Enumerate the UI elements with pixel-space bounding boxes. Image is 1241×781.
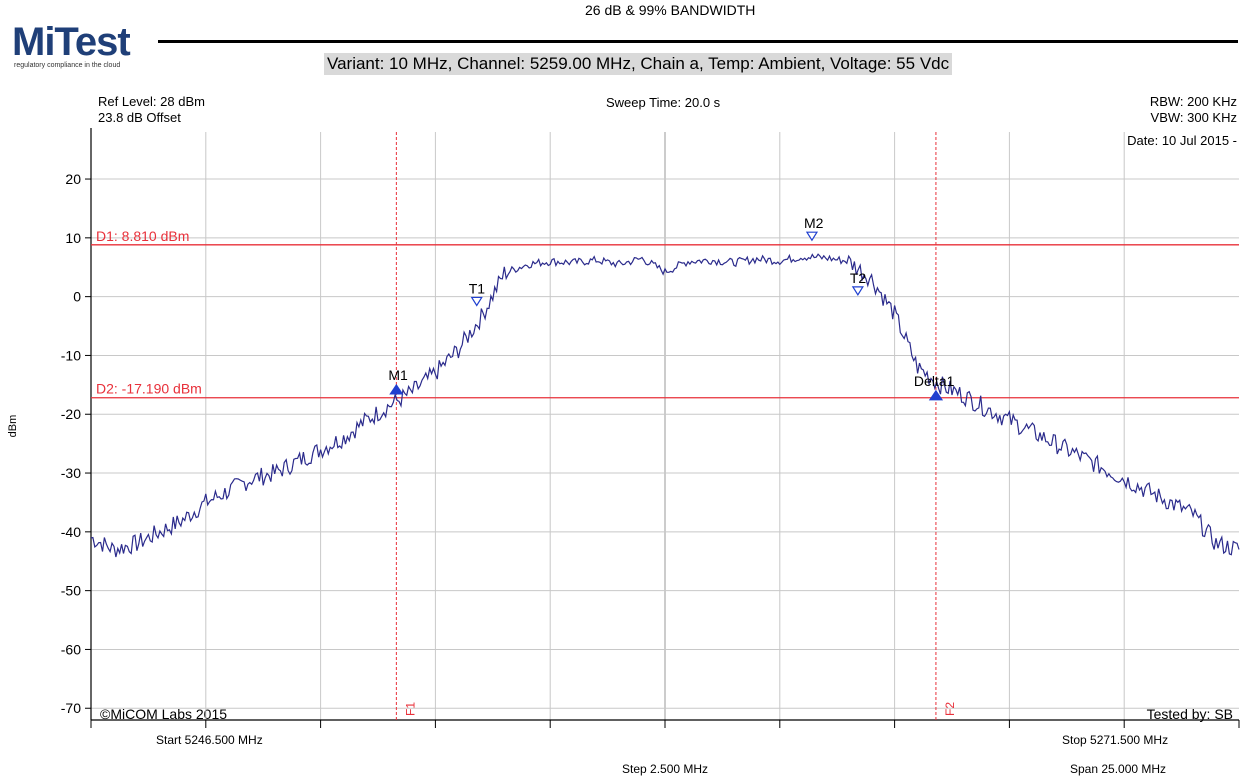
trace	[90, 253, 1240, 558]
freq-line-label: F1	[403, 702, 417, 716]
marker-symbol	[389, 383, 404, 395]
copyright-label: ©MiCOM Labs 2015	[100, 706, 228, 722]
tested-by-label: Tested by: SB	[1146, 706, 1233, 722]
ref-level-label: Ref Level: 28 dBm	[98, 94, 205, 109]
y-tick-label: -10	[61, 347, 81, 363]
marker-label: M2	[804, 215, 824, 231]
offset-label: 23.8 dB Offset	[98, 110, 181, 125]
display-line-label: D1: 8.810 dBm	[96, 228, 189, 244]
marker-label: M1	[388, 367, 408, 383]
y-axis-label: dBm	[7, 415, 19, 438]
date-label: Date: 10 Jul 2015 -	[1127, 133, 1237, 148]
y-tick-label: -60	[61, 641, 81, 657]
step-label: Step 2.500 MHz	[622, 762, 709, 776]
marker-symbol	[851, 286, 864, 297]
display-lines: D1: 8.810 dBm D2: -17.190 dBm F1 F2	[91, 132, 1239, 720]
y-tick-label: -50	[61, 583, 81, 599]
display-line-label: D2: -17.190 dBm	[96, 381, 202, 397]
report-subtitle: Variant: 10 MHz, Channel: 5259.00 MHz, C…	[324, 53, 953, 75]
logo-wordmark: MiTest	[12, 20, 131, 64]
y-tick-label: 0	[73, 289, 81, 305]
sweep-time-label: Sweep Time: 20.0 s	[606, 95, 721, 110]
mitest-logo: MiTest regulatory compliance in the clou…	[12, 2, 162, 72]
vbw-label: VBW: 300 KHz	[1150, 110, 1237, 125]
header-divider	[158, 40, 1238, 43]
marker-symbol	[470, 296, 483, 307]
markers: M1 T1 M2 T2 Delta1	[388, 215, 955, 401]
y-tick-label: 10	[65, 230, 81, 246]
grid	[91, 132, 1239, 720]
y-tick-label: -30	[61, 465, 81, 481]
marker-label: Delta1	[914, 373, 955, 389]
start-freq-label: Start 5246.500 MHz	[156, 733, 263, 747]
marker-symbol	[928, 389, 944, 401]
y-tick-label: -70	[61, 700, 81, 716]
y-tick-label: 20	[65, 171, 81, 187]
logo-tagline: regulatory compliance in the cloud	[14, 62, 121, 69]
y-tick-label: -40	[61, 524, 81, 540]
stop-freq-label: Stop 5271.500 MHz	[1062, 733, 1169, 747]
marker-label: T1	[469, 280, 486, 296]
marker-label: T2	[850, 270, 867, 286]
report-title: 26 dB & 99% BANDWIDTH	[585, 2, 756, 18]
freq-line-label: F2	[943, 702, 957, 716]
marker-symbol	[805, 231, 819, 242]
trace-line	[90, 253, 1240, 558]
y-tick-label: -20	[61, 406, 81, 422]
span-label: Span 25.000 MHz	[1070, 762, 1167, 776]
axes: 20 10 0 -10 -20 -30 -40 -50 -60 -70 dBm	[7, 128, 1240, 728]
rbw-label: RBW: 200 KHz	[1149, 94, 1237, 109]
